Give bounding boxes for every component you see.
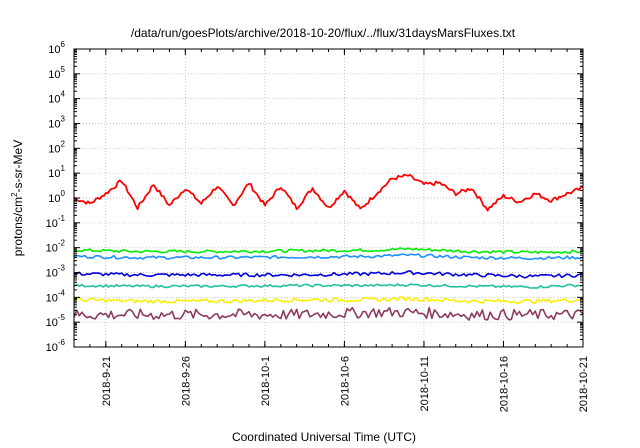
- y-tick-label: 100: [48, 189, 65, 205]
- x-tick-label: 2018-10-11: [419, 356, 431, 411]
- series-line: [73, 247, 584, 255]
- y-axis-label: protons/cm2-s-sr-MeV: [10, 140, 25, 256]
- x-tick-label: 2018-10-1: [260, 356, 272, 406]
- series-line: [73, 296, 584, 304]
- series-line: [73, 270, 584, 279]
- y-tick-label: 10-3: [46, 264, 66, 280]
- series-layer: [73, 173, 584, 321]
- series-line: [73, 306, 584, 321]
- x-tick-label: 2018-10-16: [498, 356, 510, 412]
- series-line: [73, 253, 584, 261]
- x-axis-label: Coordinated Universal Time (UTC): [232, 430, 416, 444]
- x-tick-label: 2018-9-26: [180, 356, 192, 406]
- x-tick-label: 2018-10-21: [578, 356, 590, 412]
- y-tick-label: 103: [48, 115, 65, 131]
- y-tick-label: 105: [48, 65, 65, 81]
- series-line: [73, 173, 584, 212]
- x-tick-label: 2018-10-6: [339, 356, 351, 406]
- y-tick-label: 10-4: [46, 288, 66, 304]
- series-line: [73, 283, 584, 289]
- chart-title: /data/run/goesPlots/archive/2018-10-20/f…: [131, 26, 516, 40]
- x-tick-label: 2018-9-21: [101, 356, 113, 406]
- y-tick-label: 104: [48, 90, 65, 106]
- y-tick-label: 10-5: [46, 313, 66, 329]
- y-tick-label: 102: [48, 139, 65, 155]
- y-tick-label: 101: [48, 164, 65, 180]
- y-tick-label: 10-2: [46, 239, 66, 255]
- x-ticks: 2018-9-21 2018-9-26 2018-10-1 2018-10-6 2018…: [73, 49, 590, 412]
- y-ticks: 10-6 10-5 10-4 10-3 10-2 10-1 100 101 102 103 104 1…: [46, 40, 583, 354]
- y-tick-label: 10-1: [46, 214, 66, 230]
- y-tick-label: 106: [48, 40, 65, 56]
- y-tick-label: 10-6: [46, 338, 66, 354]
